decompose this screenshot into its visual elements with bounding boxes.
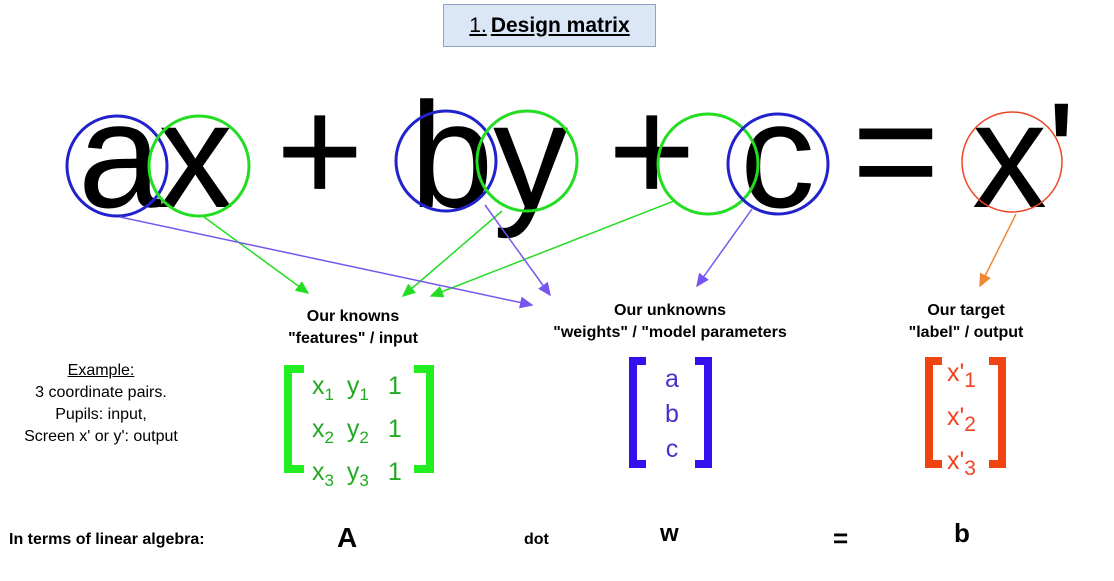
target-row-2: x'2: [947, 403, 976, 436]
circle-x: [147, 114, 251, 218]
title-text: Design matrix: [490, 13, 630, 37]
circle-a: [65, 114, 169, 218]
feature-bracket-left: [284, 365, 304, 473]
target-vector: x'1 x'2 x'3: [947, 355, 976, 487]
circle-c: [726, 112, 830, 216]
weights-bracket-right: [695, 357, 712, 468]
circle-y: [475, 109, 579, 213]
unknowns-heading: Our unknowns "weights" / "model paramete…: [520, 300, 820, 344]
eq-plus-2: +: [608, 66, 696, 234]
target-line1: Our target: [927, 302, 1005, 319]
knowns-line1: Our knowns: [306, 308, 400, 325]
symbol-equals: =: [833, 523, 849, 553]
weights-bracket-left: [629, 357, 646, 468]
example-block: Example: 3 coordinate pairs. Pupils: inp…: [0, 360, 202, 448]
knowns-heading: Our knowns "features" / input: [258, 306, 448, 350]
title-number: 1.: [469, 13, 487, 37]
target-bracket-right: [989, 357, 1006, 468]
arrow-c-to-unknowns: [696, 208, 753, 288]
target-heading: Our target "label" / output: [886, 300, 1046, 344]
weight-c: c: [665, 435, 679, 463]
target-row-1: x'1: [947, 359, 976, 392]
example-heading: Example:: [67, 362, 135, 379]
target-bracket-left: [925, 357, 942, 468]
eq-equals: =: [852, 66, 940, 234]
unknowns-line1: Our unknowns: [614, 302, 726, 319]
eq-xprime: x': [972, 71, 1076, 239]
circle-xprime: [961, 111, 1063, 213]
arrow-xprime-to-target: [979, 213, 1017, 288]
symbol-w: w: [660, 520, 679, 547]
arrow-b-to-unknowns: [484, 204, 551, 297]
title-box: 1. Design matrix: [443, 4, 656, 47]
target-row-3: x'3: [947, 447, 976, 480]
example-line-2: Pupils: input,: [55, 406, 147, 423]
feature-row-3: x3 y3 1: [312, 458, 402, 490]
weight-b: b: [665, 400, 679, 428]
circle-b: [394, 109, 498, 213]
eq-x: x: [158, 71, 233, 239]
target-line2: "label" / output: [908, 324, 1024, 341]
feature-bracket-right: [414, 365, 434, 473]
arrow-one-to-knowns: [429, 200, 675, 298]
symbol-A: A: [337, 522, 358, 553]
example-line-3: Screen x' or y': output: [24, 428, 178, 445]
feature-matrix: x1 y1 1 x2 y2 1 x3 y3 1: [312, 369, 402, 498]
circle-plus: [656, 112, 760, 216]
arrow-x-to-knowns: [203, 216, 310, 294]
symbol-dot: dot: [524, 531, 549, 548]
feature-row-1: x1 y1 1: [312, 372, 402, 404]
unknowns-line2: "weights" / "model parameters: [553, 324, 787, 341]
example-line-1: 3 coordinate pairs.: [35, 384, 167, 401]
weights-vector: a b c: [660, 362, 684, 467]
weight-a: a: [665, 365, 679, 393]
eq-plus-1: +: [276, 66, 364, 234]
feature-row-2: x2 y2 1: [312, 415, 402, 447]
arrow-a-to-unknowns: [119, 216, 534, 309]
symbol-b: b: [954, 518, 970, 548]
linear-algebra-label: In terms of linear algebra:: [9, 531, 205, 548]
knowns-line2: "features" / input: [288, 330, 418, 347]
eq-c: c: [740, 71, 815, 239]
arrow-y-to-knowns: [401, 210, 503, 297]
